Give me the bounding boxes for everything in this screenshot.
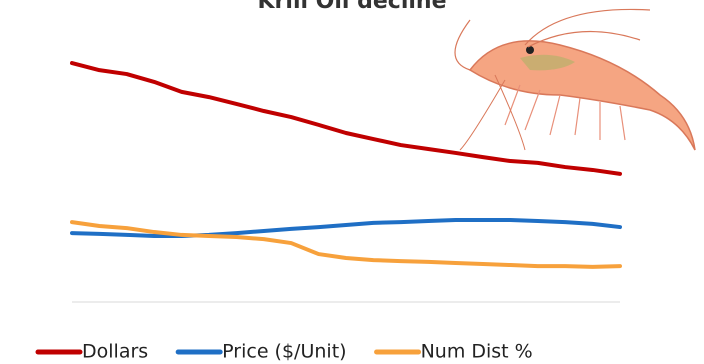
legend-label: Price ($/Unit): [222, 341, 346, 363]
data-line: [70, 220, 622, 269]
shrimp-illustration: [454, 8, 696, 151]
legend-label: Num Dist %: [421, 341, 533, 363]
data-line: [70, 217, 622, 238]
chart-title: Krill Oil decline: [258, 0, 447, 14]
legend-label: Dollars: [82, 341, 148, 363]
data-line: [70, 61, 622, 176]
